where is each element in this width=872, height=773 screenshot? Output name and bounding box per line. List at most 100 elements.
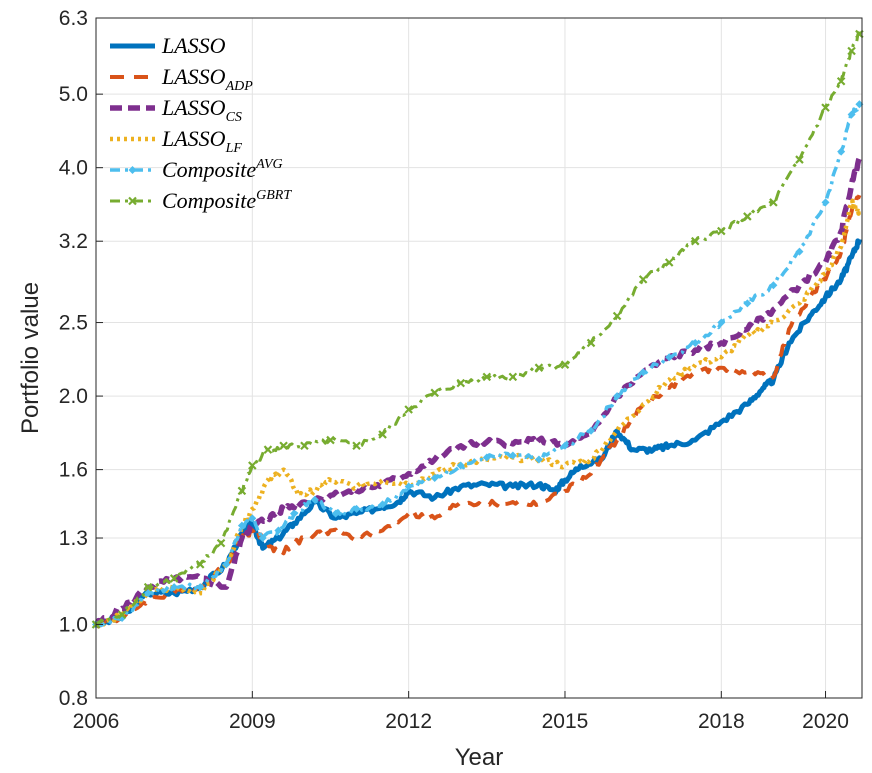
- data-point: [639, 368, 648, 377]
- data-point: [534, 363, 544, 372]
- y-tick-label: 3.2: [59, 230, 88, 253]
- data-point: [326, 435, 335, 445]
- data-point: [538, 504, 539, 505]
- data-point: [564, 490, 565, 491]
- data-point: [456, 378, 466, 388]
- legend-item: LASSOLF: [110, 126, 242, 156]
- data-point: [226, 587, 227, 588]
- data-point: [538, 484, 539, 485]
- y-tick-label: 1.3: [59, 527, 88, 550]
- data-point: [773, 376, 774, 377]
- data-point: [747, 372, 748, 373]
- legend-item: LASSOADP: [110, 64, 253, 94]
- plot-series: [91, 29, 864, 629]
- data-point: [382, 484, 383, 485]
- data-point: [252, 525, 253, 526]
- data-point: [851, 202, 852, 203]
- data-point: [795, 247, 804, 256]
- data-point: [564, 480, 565, 481]
- y-axis-title: Portfolio value: [17, 282, 44, 434]
- data-point: [398, 502, 399, 503]
- data-point: [847, 110, 856, 119]
- data-point: [773, 379, 774, 380]
- data-point: [841, 231, 842, 232]
- data-point: [258, 534, 267, 543]
- data-point: [554, 490, 555, 491]
- y-tick-label: 2.5: [59, 312, 88, 335]
- data-point: [821, 103, 830, 112]
- data-point: [638, 275, 648, 284]
- data-point: [789, 329, 790, 330]
- y-tick-label: 1.0: [59, 613, 88, 636]
- y-tick-label: 4.0: [59, 157, 88, 180]
- data-point: [809, 297, 810, 298]
- series-line: [95, 238, 862, 628]
- data-point: [695, 372, 696, 373]
- data-point: [695, 440, 696, 441]
- data-point: [237, 521, 246, 530]
- data-point: [859, 195, 860, 196]
- data-point: [721, 342, 722, 343]
- legend-label: LASSOCS: [161, 95, 242, 125]
- data-point: [512, 443, 513, 444]
- data-point: [262, 548, 263, 549]
- series-line: [93, 156, 862, 627]
- data-point: [508, 451, 517, 460]
- data-point: [195, 560, 205, 569]
- data-point: [356, 513, 357, 514]
- y-tick-label: 6.3: [59, 7, 88, 30]
- data-point: [279, 441, 288, 451]
- data-point: [669, 445, 670, 446]
- grid: [95, 17, 862, 699]
- data-point: [538, 440, 539, 441]
- data-point: [356, 486, 357, 487]
- data-point: [841, 279, 842, 280]
- x-tick-label: 2018: [698, 710, 745, 733]
- data-point: [587, 426, 596, 435]
- data-point: [267, 480, 268, 481]
- data-point: [378, 500, 387, 509]
- data-point: [825, 273, 826, 274]
- data-point: [632, 449, 633, 450]
- data-point: [789, 342, 790, 343]
- series-lasso: [95, 238, 862, 628]
- legend-marker: [128, 196, 137, 206]
- data-point: [825, 262, 826, 263]
- legend-label: LASSOADP: [161, 64, 253, 94]
- data-point: [222, 560, 231, 569]
- series-line: [94, 194, 862, 629]
- data-point: [196, 583, 205, 592]
- data-point: [299, 495, 300, 496]
- data-point: [169, 574, 179, 583]
- data-point: [851, 184, 852, 185]
- data-point: [200, 578, 201, 579]
- data-point: [747, 329, 748, 330]
- data-point: [430, 388, 439, 398]
- legend-item: CompositeGBRT: [110, 188, 292, 213]
- data-point: [408, 490, 409, 491]
- legend-marker: [128, 166, 137, 174]
- data-point: [486, 504, 487, 505]
- legend-item: LASSOCS: [110, 95, 242, 125]
- data-point: [851, 211, 852, 212]
- data-point: [283, 508, 284, 509]
- data-point: [669, 387, 670, 388]
- data-point: [825, 297, 826, 298]
- y-tick-label: 0.8: [59, 687, 88, 710]
- series-line: [94, 198, 862, 627]
- data-point: [434, 518, 435, 519]
- data-point: [859, 211, 860, 212]
- data-point: [613, 392, 622, 401]
- data-point: [580, 465, 581, 466]
- data-point: [743, 299, 752, 308]
- data-point: [278, 538, 279, 539]
- data-point: [512, 486, 513, 487]
- data-point: [591, 473, 592, 474]
- legend-label: LASSOLF: [161, 126, 242, 156]
- data-point: [721, 367, 722, 368]
- data-point: [460, 445, 461, 446]
- data-point: [267, 518, 268, 519]
- data-point: [356, 490, 357, 491]
- data-point: [486, 441, 487, 442]
- data-point: [122, 608, 123, 609]
